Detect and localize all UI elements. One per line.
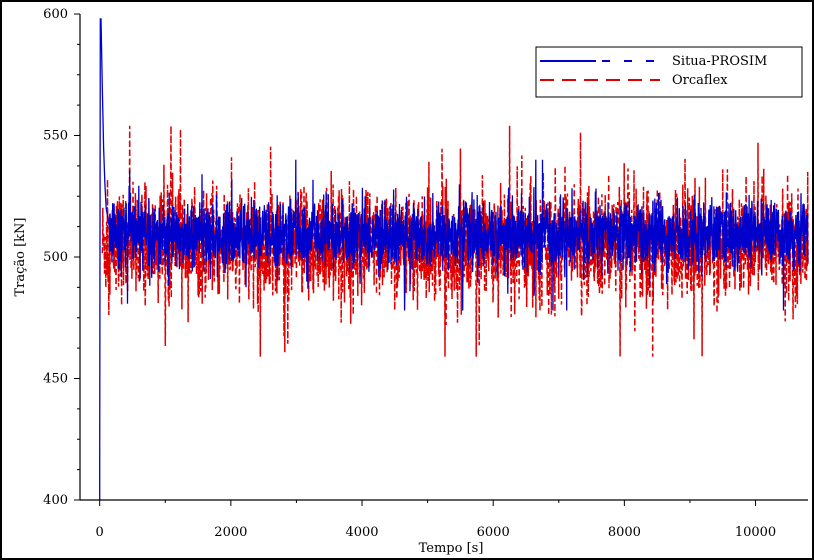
y-ticks: 400 450 500 550 600 — [43, 7, 80, 508]
y-tick-label: 400 — [43, 493, 68, 508]
x-tick-label: 6000 — [477, 525, 510, 540]
x-tick-label: 0 — [96, 525, 104, 540]
y-tick-label: 500 — [43, 250, 68, 265]
series-line-situa-prosim — [99, 18, 809, 500]
legend-label-orcaflex: Orcaflex — [672, 73, 728, 88]
legend-box — [535, 46, 803, 98]
legend: Situa-PROSIM Orcaflex — [535, 46, 803, 98]
plot-area — [99, 18, 809, 500]
y-tick-label: 600 — [43, 7, 68, 22]
x-tick-label: 4000 — [345, 525, 378, 540]
x-tick-label: 10000 — [735, 525, 776, 540]
x-axis-title: Tempo [s] — [419, 541, 484, 556]
x-tick-label: 2000 — [214, 525, 247, 540]
y-axis-title: Tração [kN] — [13, 217, 28, 296]
x-ticks: 0 2000 4000 6000 8000 10000 — [96, 500, 776, 540]
series-situa-prosim — [99, 18, 809, 500]
legend-label-situa-prosim: Situa-PROSIM — [672, 54, 767, 69]
y-tick-label: 550 — [43, 129, 68, 144]
x-tick-label: 8000 — [608, 525, 641, 540]
y-tick-label: 450 — [43, 372, 68, 387]
